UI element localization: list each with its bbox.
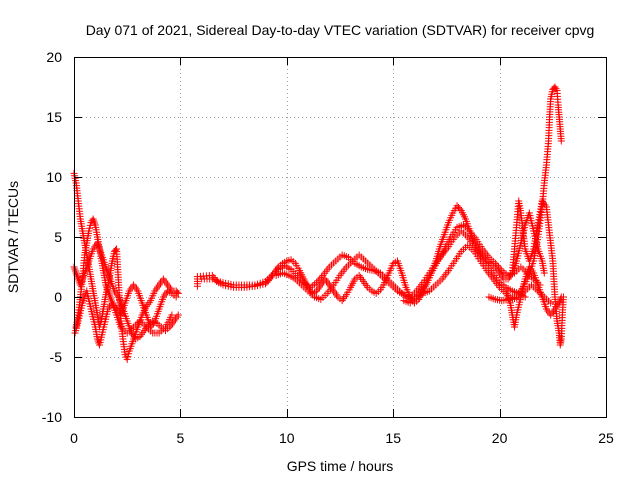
x-axis-label: GPS time / hours	[287, 458, 394, 474]
data-point	[496, 265, 504, 273]
data-point	[493, 261, 501, 269]
x-tick-label: 25	[598, 430, 614, 446]
data-point	[557, 137, 565, 145]
x-tick-label: 15	[385, 430, 401, 446]
y-tick-label: 15	[46, 109, 62, 125]
data-point	[174, 311, 182, 319]
y-tick-label: 5	[54, 229, 62, 245]
data-point	[495, 263, 503, 271]
grid-lines	[74, 57, 606, 417]
data-point	[174, 289, 182, 297]
data-series	[193, 202, 548, 307]
x-tick-label: 5	[177, 430, 185, 446]
y-tick-labels: -10 -5 0 5 10 15 20	[42, 49, 62, 425]
data-point	[173, 288, 181, 296]
data-point	[317, 273, 325, 281]
y-tick-label: 20	[46, 49, 62, 65]
data-point	[557, 293, 565, 301]
data-series	[502, 263, 565, 331]
y-tick-label: 10	[46, 169, 62, 185]
data-point	[491, 259, 499, 267]
y-tick-label: -10	[42, 409, 62, 425]
y-axis-label: SDTVAR / TECUs	[5, 181, 21, 293]
data-point	[552, 85, 560, 93]
axis-ticks	[74, 57, 607, 418]
data-point	[314, 277, 322, 285]
data-point	[316, 275, 324, 283]
data-point	[295, 273, 303, 281]
data-point	[547, 299, 555, 307]
data-series	[508, 197, 567, 349]
data-point	[111, 246, 119, 254]
data-series	[400, 241, 555, 307]
data-point	[313, 279, 321, 287]
data-point	[456, 205, 464, 213]
x-tick-label: 0	[70, 430, 78, 446]
x-tick-label: 10	[279, 430, 295, 446]
data-series	[272, 227, 529, 303]
data-points	[70, 83, 567, 363]
data-point	[168, 311, 176, 319]
data-point	[551, 83, 559, 91]
data-point	[172, 293, 180, 301]
chart-title: Day 071 of 2021, Sidereal Day-to-day VTE…	[86, 22, 595, 38]
data-point	[540, 269, 548, 277]
data-point	[453, 202, 461, 210]
x-tick-label: 20	[492, 430, 508, 446]
y-tick-label: -5	[50, 349, 63, 365]
x-tick-labels: 0 5 10 15 20 25	[70, 430, 614, 446]
data-point	[264, 277, 272, 285]
data-series	[70, 239, 182, 343]
data-point	[454, 203, 462, 211]
data-series	[72, 215, 180, 331]
y-tick-label: 0	[54, 289, 62, 305]
data-series	[71, 287, 176, 349]
